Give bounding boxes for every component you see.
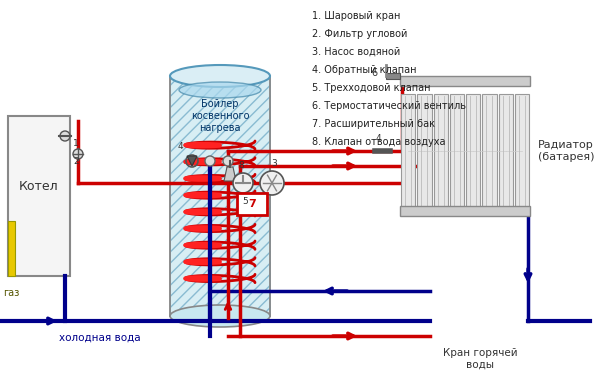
Circle shape — [60, 131, 70, 141]
Text: 2: 2 — [73, 157, 79, 165]
Bar — [433, 94, 448, 208]
Bar — [170, 76, 270, 316]
Bar — [466, 94, 480, 208]
Bar — [401, 94, 415, 208]
Text: Бойлер
косвенного
нагрева: Бойлер косвенного нагрева — [191, 99, 249, 132]
Text: Кран горячей
воды: Кран горячей воды — [443, 348, 517, 370]
Text: 1: 1 — [73, 139, 79, 148]
Text: 5: 5 — [242, 197, 248, 206]
Bar — [8, 116, 70, 276]
Bar — [417, 94, 431, 208]
Ellipse shape — [179, 82, 261, 98]
Bar — [170, 76, 270, 316]
Circle shape — [260, 171, 284, 195]
Bar — [386, 73, 400, 79]
Text: 7. Расширительный бак: 7. Расширительный бак — [312, 119, 435, 129]
Text: 3. Насос водяной: 3. Насос водяной — [312, 47, 400, 57]
Text: газ: газ — [3, 288, 19, 298]
Polygon shape — [187, 156, 197, 166]
Text: 8: 8 — [238, 161, 244, 170]
Text: холодная вода: холодная вода — [59, 333, 141, 343]
Bar — [8, 221, 15, 276]
Bar — [400, 76, 530, 86]
Ellipse shape — [170, 65, 270, 87]
Text: 2. Фильтр угловой: 2. Фильтр угловой — [312, 29, 407, 39]
Text: 7: 7 — [248, 199, 256, 209]
Bar — [499, 94, 513, 208]
Bar — [450, 94, 464, 208]
Bar — [237, 193, 267, 215]
Ellipse shape — [170, 305, 270, 327]
Text: 5. Трехходовой клапан: 5. Трехходовой клапан — [312, 83, 431, 93]
Text: Радиатор
(батарея): Радиатор (батарея) — [538, 140, 595, 162]
Text: 6. Термостатический вентиль: 6. Термостатический вентиль — [312, 101, 466, 111]
Text: 3: 3 — [271, 159, 277, 168]
Circle shape — [205, 156, 215, 166]
Text: 4: 4 — [177, 142, 183, 151]
Text: 4: 4 — [375, 134, 381, 143]
Circle shape — [73, 149, 83, 159]
Circle shape — [223, 156, 233, 166]
Text: Котел: Котел — [19, 180, 59, 193]
Bar — [400, 206, 530, 216]
Text: 6: 6 — [372, 68, 378, 78]
Bar — [515, 94, 529, 208]
Polygon shape — [224, 167, 236, 181]
Circle shape — [233, 173, 253, 193]
Text: 1. Шаровый кран: 1. Шаровый кран — [312, 11, 400, 21]
Text: 4. Обратный клапан: 4. Обратный клапан — [312, 65, 416, 75]
Text: 8. Клапан отвода воздуха: 8. Клапан отвода воздуха — [312, 137, 445, 147]
Bar — [482, 94, 497, 208]
